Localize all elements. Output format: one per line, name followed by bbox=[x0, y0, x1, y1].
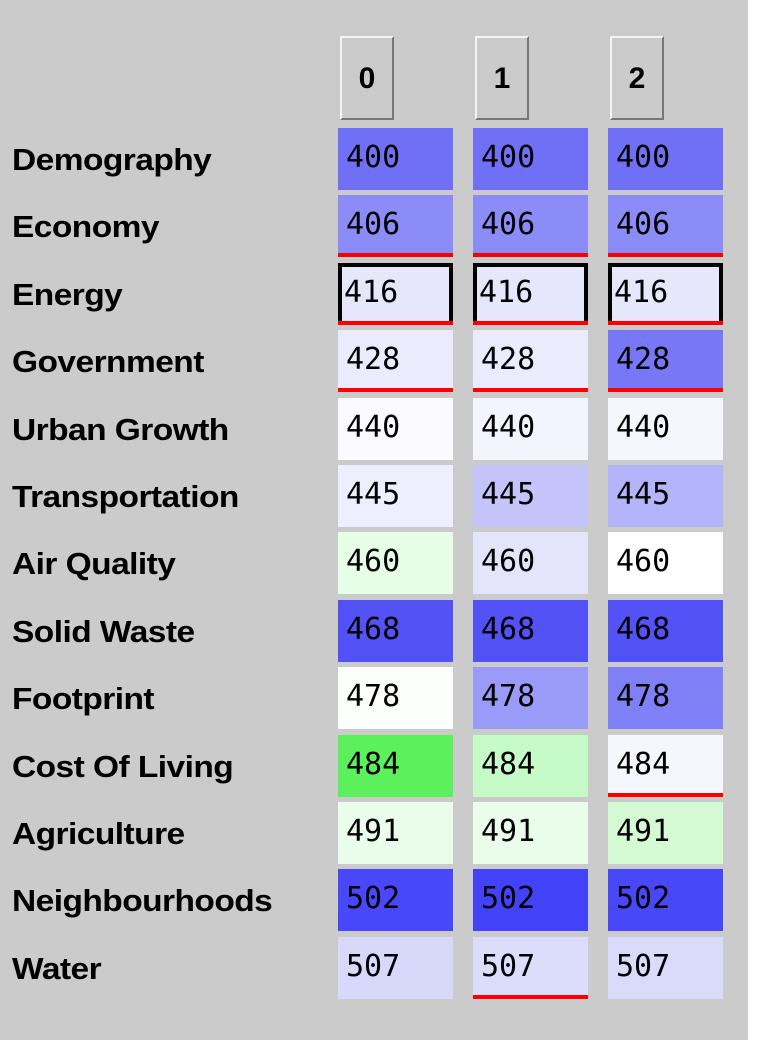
cell[interactable]: 502 bbox=[473, 869, 588, 932]
row-label: Cost Of Living bbox=[12, 748, 234, 784]
cell[interactable]: 478 bbox=[338, 667, 453, 730]
row-label: Water bbox=[12, 950, 102, 986]
red-underline bbox=[608, 388, 723, 393]
cell[interactable]: 484 bbox=[473, 734, 588, 797]
row-label: Air Quality bbox=[12, 546, 176, 582]
cell[interactable]: 491 bbox=[338, 802, 453, 864]
cell[interactable]: 460 bbox=[338, 532, 453, 595]
cell[interactable]: 507 bbox=[338, 936, 453, 999]
red-underline bbox=[473, 253, 588, 258]
cell[interactable]: 502 bbox=[338, 869, 453, 932]
red-underline bbox=[608, 253, 723, 258]
row-label: Energy bbox=[12, 276, 123, 312]
column-header-button[interactable]: 2 bbox=[610, 36, 664, 120]
row-label: Economy bbox=[12, 209, 159, 245]
column-header-button[interactable]: 1 bbox=[475, 36, 529, 120]
cell[interactable]: 445 bbox=[338, 465, 453, 527]
cell[interactable]: 484 bbox=[608, 734, 723, 797]
red-underline bbox=[608, 320, 723, 325]
column-header-button[interactable]: 0 bbox=[340, 36, 394, 120]
cell[interactable]: 507 bbox=[608, 936, 723, 999]
red-underline bbox=[338, 253, 453, 258]
row-label: Agriculture bbox=[12, 816, 185, 851]
row-label: Neighbourhoods bbox=[12, 883, 273, 919]
red-underline bbox=[473, 994, 588, 999]
cell[interactable]: 507 bbox=[473, 936, 588, 999]
cell[interactable]: 468 bbox=[608, 599, 723, 662]
cell[interactable]: 428 bbox=[473, 330, 588, 393]
cell[interactable]: 478 bbox=[473, 667, 588, 730]
red-underline bbox=[473, 320, 588, 325]
cell[interactable]: 468 bbox=[473, 599, 588, 662]
cell[interactable]: 400 bbox=[608, 128, 723, 190]
red-underline bbox=[338, 388, 453, 393]
cell[interactable]: 491 bbox=[608, 802, 723, 864]
cell[interactable]: 484 bbox=[338, 734, 453, 797]
cell[interactable]: 445 bbox=[608, 465, 723, 527]
table-panel: 0 1 2 Demography 400 400 400 Economy 406 406 406 En… bbox=[0, 0, 748, 1040]
cell[interactable]: 478 bbox=[608, 667, 723, 730]
cell[interactable]: 406 bbox=[608, 195, 723, 258]
cell[interactable]: 440 bbox=[473, 397, 588, 460]
red-underline bbox=[608, 792, 723, 797]
cell[interactable]: 416 bbox=[473, 262, 588, 325]
cell[interactable]: 406 bbox=[338, 195, 453, 258]
cell[interactable]: 440 bbox=[608, 397, 723, 460]
cell[interactable]: 406 bbox=[473, 195, 588, 258]
cell[interactable]: 460 bbox=[608, 532, 723, 595]
cell[interactable]: 400 bbox=[473, 128, 588, 190]
row-label: Solid Waste bbox=[12, 613, 195, 649]
row-label: Government bbox=[12, 344, 204, 380]
row-label: Urban Growth bbox=[12, 411, 229, 447]
cell[interactable]: 502 bbox=[608, 869, 723, 932]
row-label: Footprint bbox=[12, 681, 155, 717]
cell[interactable]: 428 bbox=[608, 330, 723, 393]
red-underline bbox=[473, 388, 588, 393]
cell[interactable]: 416 bbox=[338, 262, 453, 325]
cell[interactable]: 445 bbox=[473, 465, 588, 527]
cell[interactable]: 416 bbox=[608, 262, 723, 325]
cell[interactable]: 400 bbox=[338, 128, 453, 190]
cell[interactable]: 491 bbox=[473, 802, 588, 864]
red-underline bbox=[338, 320, 453, 325]
cell[interactable]: 440 bbox=[338, 397, 453, 460]
row-label: Demography bbox=[12, 142, 212, 177]
cell[interactable]: 460 bbox=[473, 532, 588, 595]
cell[interactable]: 428 bbox=[338, 330, 453, 393]
cell[interactable]: 468 bbox=[338, 599, 453, 662]
row-label: Transportation bbox=[12, 479, 239, 514]
